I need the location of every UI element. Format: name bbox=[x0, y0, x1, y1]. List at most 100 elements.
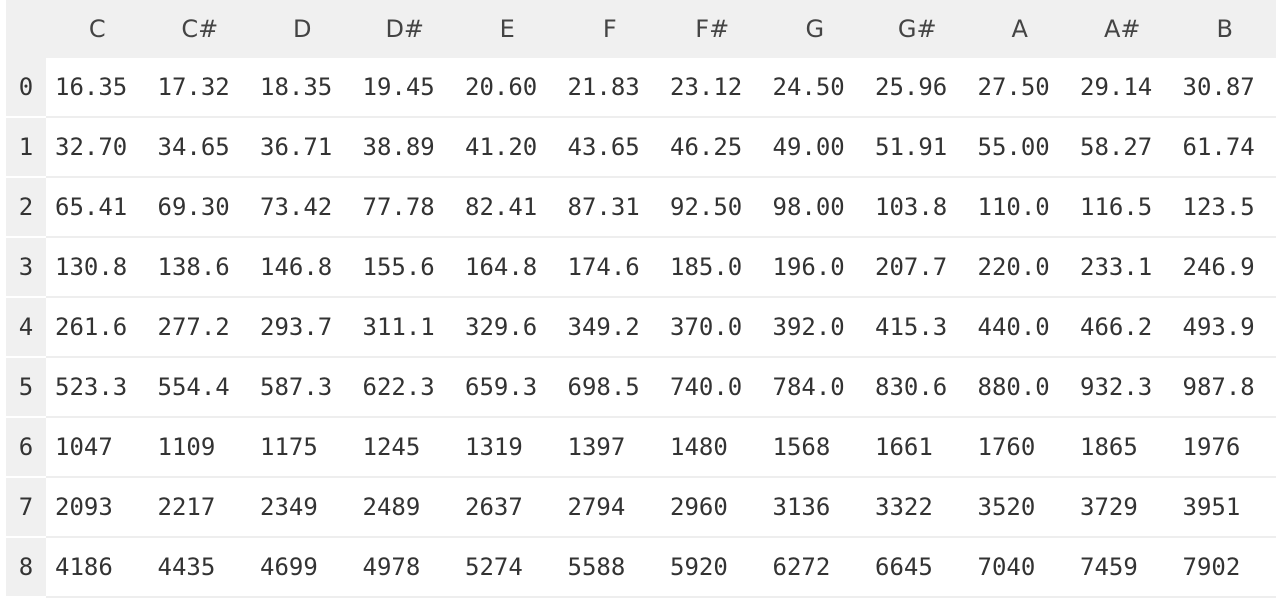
frequency-cell: 61.74 bbox=[1173, 117, 1276, 178]
table-row: 3 130.8 138.6 146.8 155.6 164.8 174.6 185.0 196.… bbox=[6, 237, 1276, 298]
frequency-cell: 207.7 bbox=[866, 237, 969, 298]
frequency-cell: 740.0 bbox=[661, 357, 764, 418]
frequency-cell: 932.3 bbox=[1071, 357, 1174, 418]
frequency-cell: 29.14 bbox=[1071, 58, 1174, 118]
frequency-cell: 349.2 bbox=[558, 297, 661, 358]
frequency-cell: 277.2 bbox=[148, 297, 251, 358]
frequency-cell: 92.50 bbox=[661, 177, 764, 238]
octave-label: 1 bbox=[6, 117, 46, 178]
frequency-cell: 51.91 bbox=[866, 117, 969, 178]
column-header: E bbox=[456, 0, 559, 58]
frequency-cell: 87.31 bbox=[558, 177, 661, 238]
frequency-cell: 1319 bbox=[456, 417, 559, 478]
column-header: C bbox=[46, 0, 149, 58]
frequency-cell: 110.0 bbox=[968, 177, 1071, 238]
frequency-cell: 1661 bbox=[866, 417, 969, 478]
table-row: 8 4186 4435 4699 4978 5274 5588 5920 6272 6645 704… bbox=[6, 537, 1276, 598]
octave-label: 7 bbox=[6, 477, 46, 538]
frequency-cell: 392.0 bbox=[763, 297, 866, 358]
frequency-cell: 19.45 bbox=[353, 58, 456, 118]
frequency-cell: 2489 bbox=[353, 477, 456, 538]
frequency-cell: 58.27 bbox=[1071, 117, 1174, 178]
frequency-cell: 30.87 bbox=[1173, 58, 1276, 118]
frequency-cell: 587.3 bbox=[251, 357, 354, 418]
frequency-cell: 2349 bbox=[251, 477, 354, 538]
table-row: 2 65.41 69.30 73.42 77.78 82.41 87.31 92.50 98.0… bbox=[6, 177, 1276, 238]
frequency-cell: 5274 bbox=[456, 537, 559, 598]
frequency-cell: 1865 bbox=[1071, 417, 1174, 478]
frequency-cell: 2794 bbox=[558, 477, 661, 538]
column-header: A# bbox=[1071, 0, 1174, 58]
column-header: F bbox=[558, 0, 661, 58]
frequency-cell: 69.30 bbox=[148, 177, 251, 238]
frequency-cell: 23.12 bbox=[661, 58, 764, 118]
octave-label: 5 bbox=[6, 357, 46, 418]
frequency-cell: 146.8 bbox=[251, 237, 354, 298]
frequency-cell: 3951 bbox=[1173, 477, 1276, 538]
frequency-cell: 233.1 bbox=[1071, 237, 1174, 298]
frequency-cell: 311.1 bbox=[353, 297, 456, 358]
frequency-cell: 32.70 bbox=[46, 117, 149, 178]
frequency-cell: 185.0 bbox=[661, 237, 764, 298]
frequency-cell: 7902 bbox=[1173, 537, 1276, 598]
octave-label: 0 bbox=[6, 58, 46, 118]
frequency-cell: 622.3 bbox=[353, 357, 456, 418]
frequency-cell: 1397 bbox=[558, 417, 661, 478]
frequency-cell: 2217 bbox=[148, 477, 251, 538]
frequency-cell: 659.3 bbox=[456, 357, 559, 418]
octave-label: 2 bbox=[6, 177, 46, 238]
frequency-cell: 246.9 bbox=[1173, 237, 1276, 298]
frequency-cell: 220.0 bbox=[968, 237, 1071, 298]
frequency-cell: 73.42 bbox=[251, 177, 354, 238]
octave-label: 6 bbox=[6, 417, 46, 478]
frequency-cell: 7040 bbox=[968, 537, 1071, 598]
frequency-cell: 24.50 bbox=[763, 58, 866, 118]
frequency-cell: 18.35 bbox=[251, 58, 354, 118]
frequency-cell: 3729 bbox=[1071, 477, 1174, 538]
frequency-cell: 1047 bbox=[46, 417, 149, 478]
frequency-cell: 329.6 bbox=[456, 297, 559, 358]
frequency-cell: 116.5 bbox=[1071, 177, 1174, 238]
column-header: C# bbox=[148, 0, 251, 58]
frequency-cell: 987.8 bbox=[1173, 357, 1276, 418]
frequency-cell: 3322 bbox=[866, 477, 969, 538]
frequency-cell: 3136 bbox=[763, 477, 866, 538]
frequency-cell: 164.8 bbox=[456, 237, 559, 298]
frequency-cell: 55.00 bbox=[968, 117, 1071, 178]
frequency-cell: 2637 bbox=[456, 477, 559, 538]
frequency-cell: 293.7 bbox=[251, 297, 354, 358]
frequency-cell: 34.65 bbox=[148, 117, 251, 178]
frequency-cell: 4435 bbox=[148, 537, 251, 598]
frequency-cell: 41.20 bbox=[456, 117, 559, 178]
frequency-cell: 1760 bbox=[968, 417, 1071, 478]
frequency-cell: 523.3 bbox=[46, 357, 149, 418]
frequency-cell: 16.35 bbox=[46, 58, 149, 118]
column-header: G# bbox=[866, 0, 969, 58]
frequency-cell: 155.6 bbox=[353, 237, 456, 298]
table-row: 6 1047 1109 1175 1245 1319 1397 1480 1568 1661 176… bbox=[6, 417, 1276, 478]
octave-label: 8 bbox=[6, 537, 46, 598]
frequency-cell: 554.4 bbox=[148, 357, 251, 418]
column-header: B bbox=[1173, 0, 1276, 58]
frequency-cell: 98.00 bbox=[763, 177, 866, 238]
frequency-cell: 4186 bbox=[46, 537, 149, 598]
column-header: G bbox=[763, 0, 866, 58]
frequency-cell: 4978 bbox=[353, 537, 456, 598]
frequency-cell: 103.8 bbox=[866, 177, 969, 238]
frequency-cell: 123.5 bbox=[1173, 177, 1276, 238]
frequency-cell: 493.9 bbox=[1173, 297, 1276, 358]
table-row: 5 523.3 554.4 587.3 622.3 659.3 698.5 740.0 784.… bbox=[6, 357, 1276, 418]
frequency-cell: 1976 bbox=[1173, 417, 1276, 478]
frequency-cell: 36.71 bbox=[251, 117, 354, 178]
frequency-cell: 38.89 bbox=[353, 117, 456, 178]
frequency-table-container: C C# D D# E F F# G G# A A# B 0 16.35 17.32 18.35 19.45 2… bbox=[6, 0, 1276, 600]
frequency-cell: 138.6 bbox=[148, 237, 251, 298]
corner-cell bbox=[6, 0, 46, 58]
table-row: 0 16.35 17.32 18.35 19.45 20.60 21.83 23.12 24.5… bbox=[6, 58, 1276, 118]
column-header: A bbox=[968, 0, 1071, 58]
frequency-cell: 370.0 bbox=[661, 297, 764, 358]
frequency-cell: 1175 bbox=[251, 417, 354, 478]
frequency-cell: 1109 bbox=[148, 417, 251, 478]
table-row: 4 261.6 277.2 293.7 311.1 329.6 349.2 370.0 392.… bbox=[6, 297, 1276, 358]
frequency-cell: 5588 bbox=[558, 537, 661, 598]
